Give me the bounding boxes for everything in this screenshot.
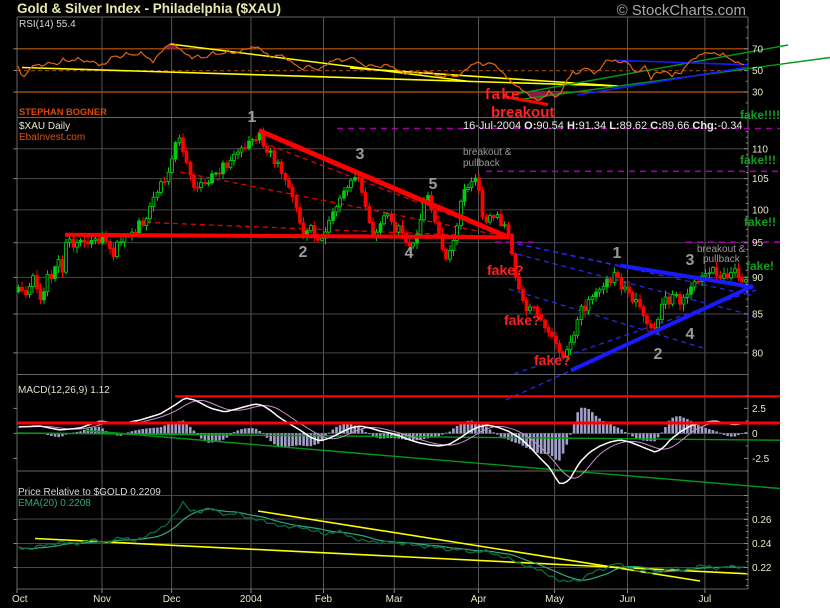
svg-text:pullback: pullback (463, 158, 501, 169)
svg-text:-2.5: -2.5 (752, 454, 770, 465)
svg-text:RSI(14) 55.4: RSI(14) 55.4 (19, 19, 76, 30)
svg-text:110: 110 (752, 144, 768, 155)
svg-text:105: 105 (752, 174, 769, 185)
svg-text:0.22: 0.22 (752, 563, 772, 574)
svg-text:fake!!!!: fake!!!! (740, 108, 780, 122)
svg-text:2004: 2004 (240, 594, 263, 605)
svg-text:5: 5 (429, 176, 438, 193)
svg-text:Gold & Silver Index - Philadel: Gold & Silver Index - Philadelphia ($XAU… (17, 1, 281, 16)
svg-text:Dec: Dec (163, 594, 181, 605)
svg-text:$XAU Daily: $XAU Daily (19, 121, 70, 132)
svg-text:fake?: fake? (534, 352, 571, 368)
svg-text:50: 50 (752, 66, 764, 77)
svg-text:80: 80 (752, 348, 764, 359)
svg-text:3: 3 (356, 146, 365, 163)
svg-text:breakout &: breakout & (697, 244, 746, 255)
svg-text:100: 100 (752, 205, 769, 216)
svg-text:0: 0 (752, 429, 758, 440)
svg-text:pullback: pullback (703, 254, 741, 265)
svg-text:2.5: 2.5 (752, 404, 766, 415)
svg-text:STEPHAN BOGNER: STEPHAN BOGNER (19, 107, 107, 117)
svg-text:0.26: 0.26 (752, 515, 772, 526)
svg-text:breakout &: breakout & (463, 147, 512, 158)
svg-text:2: 2 (654, 346, 663, 363)
svg-text:90: 90 (752, 273, 764, 284)
svg-text:4: 4 (686, 326, 695, 343)
svg-text:EMA(20) 0.2208: EMA(20) 0.2208 (18, 498, 91, 509)
svg-text:breakout: breakout (491, 104, 554, 121)
svg-text:70: 70 (752, 44, 764, 55)
svg-text:fake?: fake? (504, 312, 541, 328)
svg-text:1: 1 (613, 245, 622, 262)
svg-text:Nov: Nov (93, 594, 111, 605)
svg-text:4: 4 (405, 245, 414, 262)
svg-text:MACD(12,26,9) 1.12: MACD(12,26,9) 1.12 (18, 385, 110, 396)
svg-text:3: 3 (686, 252, 695, 269)
svg-text:fake: fake (485, 86, 521, 103)
svg-text:0.24: 0.24 (752, 539, 772, 550)
svg-text:© StockCharts.com: © StockCharts.com (617, 2, 746, 19)
svg-text:fake?: fake? (487, 262, 524, 278)
svg-text:May: May (545, 594, 564, 605)
svg-text:Mar: Mar (386, 594, 404, 605)
svg-text:Price Relative to $GOLD 0.220: Price Relative to $GOLD 0.2209 (18, 487, 161, 498)
svg-text:Feb: Feb (315, 594, 333, 605)
svg-text:30: 30 (752, 88, 764, 99)
svg-text:16-Jul-2004 O:90.54 H:91.34 L:: 16-Jul-2004 O:90.54 H:91.34 L:89.62 C:89… (463, 120, 743, 132)
svg-text:Apr: Apr (471, 594, 487, 605)
svg-text:1: 1 (248, 109, 257, 126)
svg-text:fake!!!: fake!!! (740, 153, 776, 167)
svg-text:Jun: Jun (619, 594, 635, 605)
svg-text:Oct: Oct (12, 594, 28, 605)
svg-text:Jul: Jul (699, 594, 712, 605)
svg-text:2: 2 (299, 244, 308, 261)
svg-text:85: 85 (752, 310, 764, 321)
svg-text:fake!!: fake!! (744, 215, 776, 229)
svg-text:95: 95 (752, 238, 764, 249)
svg-text:fake!: fake! (746, 259, 774, 273)
svg-text:EbaInvest.com: EbaInvest.com (19, 132, 85, 143)
